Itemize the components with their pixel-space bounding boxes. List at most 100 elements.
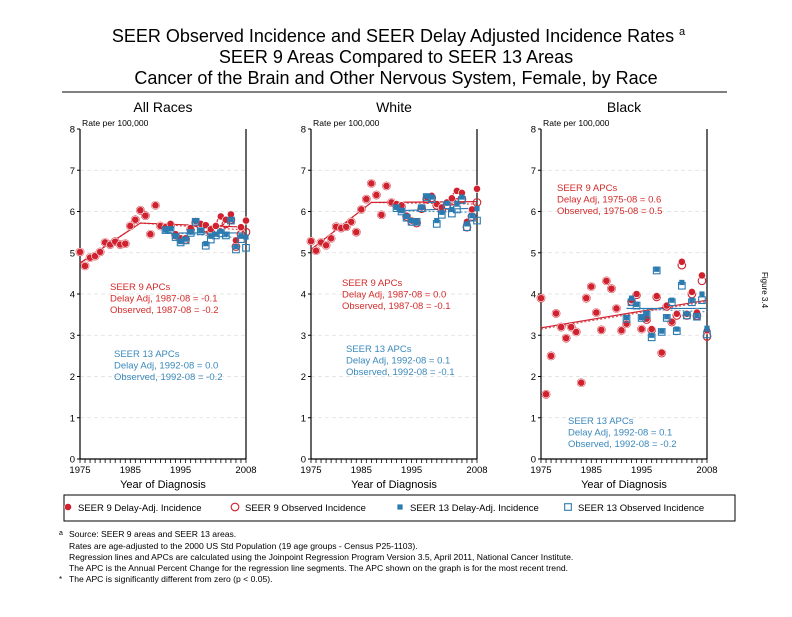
- seer9-delay-adj-point: [657, 348, 666, 357]
- seer9-delay-adj-point: [632, 290, 641, 298]
- seer9-delay-adj-point: [146, 230, 155, 239]
- seer9-apc-annotation: Observed, 1987-08 = -0.1: [342, 301, 451, 312]
- seer9-delay-adj-point: [612, 304, 621, 313]
- legend-item: SEER 9 Delay-Adj. Incidence: [64, 503, 202, 514]
- title-line-3: Cancer of the Brain and Other Nervous Sy…: [134, 68, 657, 88]
- seer13-delay-adj-point: [403, 213, 410, 220]
- seer9-delay-adj-point: [572, 328, 581, 336]
- legend-label: SEER 13 Observed Incidence: [578, 503, 704, 514]
- seer9-delay-adj-point: [312, 246, 320, 255]
- seer9-apc-annotation: Delay Adj, 1975-08 = 0.6: [557, 195, 661, 206]
- seer9-delay-adj-point: [688, 288, 696, 296]
- seer13-delay-adj-point: [243, 234, 249, 240]
- seer13-delay-adj-point: [218, 228, 224, 234]
- seer9-delay-adj-point: [537, 294, 545, 303]
- y-tick-label: 7: [531, 166, 536, 177]
- seer9-delay-adj-point: [562, 334, 571, 343]
- seer13-delay-adj-point: [664, 314, 670, 320]
- seer13-delay-adj-point: [228, 217, 234, 223]
- seer13-delay-adj-point: [439, 209, 445, 215]
- x-tick-label: 1975: [530, 465, 551, 476]
- panel-title: All Races: [133, 99, 192, 115]
- x-tick-label: 2008: [235, 465, 256, 476]
- seer13-delay-adj-point: [393, 204, 400, 210]
- seer9-delay-adj-point: [347, 217, 356, 226]
- title-line-2: SEER 9 Areas Compared to SEER 13 Areas: [219, 47, 573, 67]
- seer9-delay-adj-point: [211, 222, 220, 230]
- legend-item: SEER 13 Observed Incidence: [564, 503, 704, 514]
- y-tick-label: 3: [531, 331, 536, 342]
- seer9-delay-adj-point: [677, 257, 686, 266]
- seer9-delay-adj-point: [121, 239, 130, 248]
- seer13-delay-adj-point: [203, 241, 209, 247]
- seer9-delay-adj-point: [91, 252, 99, 260]
- seer9-delay-adj-point: [592, 308, 601, 317]
- legend-item: SEER 9 Observed Incidence: [230, 502, 366, 514]
- seer13-apc-annotation: SEER 13 APCs: [568, 416, 634, 427]
- seer13-observed-point: [703, 330, 711, 339]
- y-axis-label: Rate per 100,000: [543, 118, 610, 128]
- seer9-delay-adj-point: [81, 262, 89, 270]
- y-tick-label: 1: [70, 413, 75, 424]
- y-axis-label: Rate per 100,000: [82, 118, 149, 128]
- y-tick-label: 3: [301, 331, 306, 342]
- seer13-apc-annotation: Delay Adj, 1992-08 = 0.1: [346, 356, 450, 367]
- legend-marker-filled-square-icon: [397, 504, 403, 510]
- seer13-delay-adj-point: [162, 227, 169, 233]
- x-tick-label: 1985: [120, 465, 141, 476]
- seer9-delay-adj-point: [602, 276, 611, 285]
- legend-marker-filled-circle-icon: [64, 503, 72, 511]
- seer9-apc-annotation: SEER 9 APCs: [342, 278, 402, 289]
- seer9-delay-adj-point: [362, 195, 371, 204]
- seer13-delay-adj-point: [409, 217, 415, 224]
- y-tick-label: 5: [531, 248, 536, 259]
- y-tick-label: 7: [70, 166, 75, 177]
- seer13-apc-annotation: Delay Adj, 1992-08 = 0.0: [114, 361, 218, 372]
- legend-marker-open-square-icon: [564, 503, 572, 511]
- seer13-delay-adj-point: [238, 233, 244, 239]
- seer9-delay-adj-point: [382, 182, 391, 190]
- y-tick-label: 0: [531, 455, 536, 466]
- seer13-delay-adj-point: [434, 217, 440, 224]
- seer13-delay-adj-point: [474, 206, 480, 212]
- seer13-apc-annotation: Observed, 1992-08 = -0.2: [568, 439, 677, 450]
- seer9-apc-annotation: Observed, 1987-08 = -0.2: [110, 305, 219, 316]
- seer9-delay-adj-point: [542, 390, 550, 399]
- seer13-delay-adj-point: [233, 243, 239, 250]
- footnote-line: Rates are age-adjusted to the 2000 US St…: [69, 541, 418, 551]
- seer13-delay-adj-point: [193, 218, 199, 224]
- seer9-delay-adj-point: [607, 284, 616, 293]
- seer9-delay-adj-point: [698, 271, 706, 280]
- y-tick-label: 4: [70, 290, 75, 301]
- seer9-delay-adj-trend-line: [310, 201, 478, 250]
- x-tick-label: 1975: [69, 465, 90, 476]
- seer13-apc-annotation: Delay Adj, 1992-08 = 0.1: [568, 428, 672, 439]
- seer13-delay-adj-point: [172, 233, 179, 239]
- seer9-delay-adj-point: [547, 351, 555, 360]
- seer9-apc-annotation: SEER 9 APCs: [557, 183, 617, 194]
- seer9-delay-adj-point: [587, 282, 596, 291]
- x-axis-label: Year of Diagnosis: [120, 479, 206, 491]
- legend: SEER 9 Delay-Adj. Incidence SEER 9 Observ…: [64, 502, 704, 514]
- seer9-delay-adj-point: [672, 309, 681, 318]
- y-tick-label: 0: [301, 455, 306, 466]
- seer9-delay-adj-trend-line: [540, 299, 708, 329]
- seer13-delay-adj-point: [414, 219, 420, 225]
- seer13-observed-point: [698, 296, 706, 305]
- legend-marker-open-circle-icon: [230, 502, 240, 512]
- seer13-apc-annotation: SEER 13 APCs: [114, 349, 180, 360]
- seer13-delay-adj-point: [459, 194, 465, 200]
- panels: All Races Rate per 100,000 0 1 2 3 4 5 6 7 8 1975 19…: [69, 99, 717, 491]
- seer13-observed-point: [473, 216, 481, 225]
- seer13-delay-adj-point: [704, 325, 710, 331]
- seer13-delay-adj-point: [654, 266, 660, 272]
- seer13-delay-adj-point: [674, 326, 680, 332]
- legend-label: SEER 9 Observed Incidence: [245, 503, 366, 514]
- panel-title: White: [376, 99, 412, 115]
- seer9-delay-adj-point: [637, 325, 646, 333]
- seer9-delay-adj-point: [647, 325, 656, 333]
- seer13-apc-annotation: Observed, 1992-08 = -0.1: [346, 367, 455, 378]
- y-tick-label: 5: [301, 248, 306, 259]
- y-tick-label: 0: [70, 455, 75, 466]
- seer13-delay-adj-point: [469, 213, 475, 219]
